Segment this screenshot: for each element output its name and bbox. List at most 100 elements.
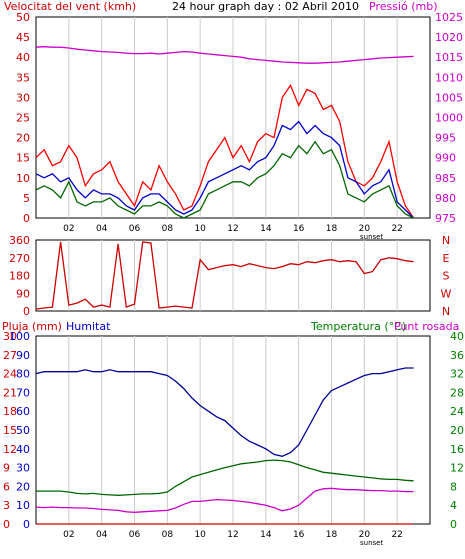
data-series: [35, 46, 415, 525]
compass-tick: N: [442, 234, 450, 247]
wind-y-tick: 20: [16, 132, 30, 145]
x-tick-bottom: 20: [359, 530, 371, 540]
x-tick-top: 02: [63, 224, 74, 234]
temperature-y-tick: 40: [450, 330, 464, 343]
x-tick-bottom: 02: [63, 530, 74, 540]
x-tick-bottom: 18: [326, 530, 338, 540]
wind-y-tick: 45: [16, 31, 30, 44]
temperature-y-tick: 20: [450, 424, 464, 437]
temperature-y-tick: 16: [450, 443, 464, 456]
x-tick-top: 18: [326, 224, 338, 234]
wind-grid: [68, 17, 398, 218]
pressure-axis-label: Pressió (mb): [369, 0, 438, 13]
humidity-y-tick: 80: [16, 368, 30, 381]
humidity-y-tick: 90: [16, 349, 30, 362]
temperature-y-tick: 28: [450, 386, 464, 399]
direction-y-tick: 90: [16, 287, 30, 300]
rain-y-tick: 30: [3, 330, 17, 343]
wind-y-tick: 5: [23, 192, 30, 205]
compass-tick: E: [443, 252, 450, 265]
x-tick-top: 14: [260, 224, 272, 234]
compass-tick: S: [443, 270, 450, 283]
pressure-y-tick: 1015: [435, 51, 463, 64]
pressure-y-tick: 1000: [435, 112, 463, 125]
direction-y-tick: 0: [23, 305, 30, 318]
rain-y-tick: 12: [3, 443, 17, 456]
x-tick-bottom: 08: [162, 530, 174, 540]
pressure-y-tick: 1005: [435, 91, 463, 104]
temperature-y-tick: 0: [450, 518, 457, 531]
pressure-y-tick: 985: [435, 172, 456, 185]
wind-y-tick: 0: [23, 212, 30, 225]
temperature-y-tick: 36: [450, 349, 464, 362]
rain-y-tick: 15: [3, 424, 17, 437]
wind-y-tick: 10: [16, 172, 30, 185]
rain-y-tick: 0: [3, 518, 10, 531]
temperature-y-tick: 12: [450, 462, 464, 475]
x-tick-top: 10: [194, 224, 206, 234]
series-line-gust: [35, 83, 415, 219]
humidity-y-tick: 30: [16, 462, 30, 475]
x-tick-bottom: 04: [96, 530, 108, 540]
humidity-axis-label: Humitat: [66, 320, 111, 333]
series-line-low: [35, 140, 414, 219]
direction-y-tick: 360: [9, 234, 30, 247]
x-tick-bottom: 22: [391, 530, 402, 540]
series-line-direction: [35, 241, 414, 310]
pressure-y-tick: 1025: [435, 11, 463, 24]
x-tick-top: 22: [391, 224, 402, 234]
rain-axis-label: Pluja (mm): [2, 320, 62, 333]
chart-title: 24 hour graph day : 02 Abril 2010: [172, 0, 359, 13]
temperature-y-tick: 8: [450, 480, 457, 493]
sunset-label-bottom: sunset: [360, 539, 383, 547]
pressure-y-tick: 980: [435, 192, 456, 205]
humidity-y-tick: 70: [16, 386, 30, 399]
wind-y-tick: 35: [16, 71, 30, 84]
pressure-y-tick: 990: [435, 152, 456, 165]
humidity-y-tick: 40: [16, 443, 30, 456]
x-tick-bottom: 16: [293, 530, 305, 540]
humidity-y-tick: 50: [16, 424, 30, 437]
humidity-y-tick: 20: [16, 480, 30, 493]
temperature-axis-label: Temperatura (°C): [310, 320, 406, 333]
compass-tick: W: [441, 287, 452, 300]
rain-y-tick: 6: [3, 480, 10, 493]
wind-axis-label: Velocitat del vent (kmh): [4, 0, 136, 13]
wind-y-tick: 30: [16, 91, 30, 104]
wind-y-tick: 50: [16, 11, 30, 24]
x-tick-top: 16: [293, 224, 305, 234]
humidity-y-tick: 0: [23, 518, 30, 531]
x-tick-top: 08: [162, 224, 174, 234]
x-tick-bottom: 06: [129, 530, 141, 540]
rain-y-tick: 9: [3, 462, 10, 475]
rain-y-tick: 3: [3, 499, 10, 512]
direction-y-tick: 270: [9, 252, 30, 265]
humidity-y-tick: 10: [16, 499, 30, 512]
humidity-y-tick: 100: [9, 330, 30, 343]
x-tick-bottom: 12: [227, 530, 238, 540]
humidity-y-tick: 60: [16, 405, 30, 418]
x-tick-top: 04: [96, 224, 108, 234]
x-tick-top: 12: [227, 224, 238, 234]
wind-y-tick: 15: [16, 152, 30, 165]
series-line-punt-rosada: [35, 487, 414, 513]
series-line-pressure: [35, 46, 414, 64]
compass-tick: N: [442, 305, 450, 318]
x-tick-top: 20: [359, 224, 371, 234]
x-tick-bottom: 10: [194, 530, 206, 540]
direction-y-tick: 180: [9, 270, 30, 283]
series-line-temperatura: [36, 459, 414, 496]
temperature-y-tick: 4: [450, 499, 457, 512]
series-line-humitat: [35, 367, 414, 457]
x-tick-bottom: 14: [260, 530, 272, 540]
rain-y-tick: 21: [3, 386, 17, 399]
dewpoint-axis-label: Punt rosada: [394, 320, 459, 333]
pressure-y-tick: 1020: [435, 31, 463, 44]
wind-y-tick: 25: [16, 112, 30, 125]
pressure-y-tick: 1010: [435, 71, 463, 84]
series-line-average: [35, 120, 415, 219]
direction-grid: [68, 240, 398, 311]
